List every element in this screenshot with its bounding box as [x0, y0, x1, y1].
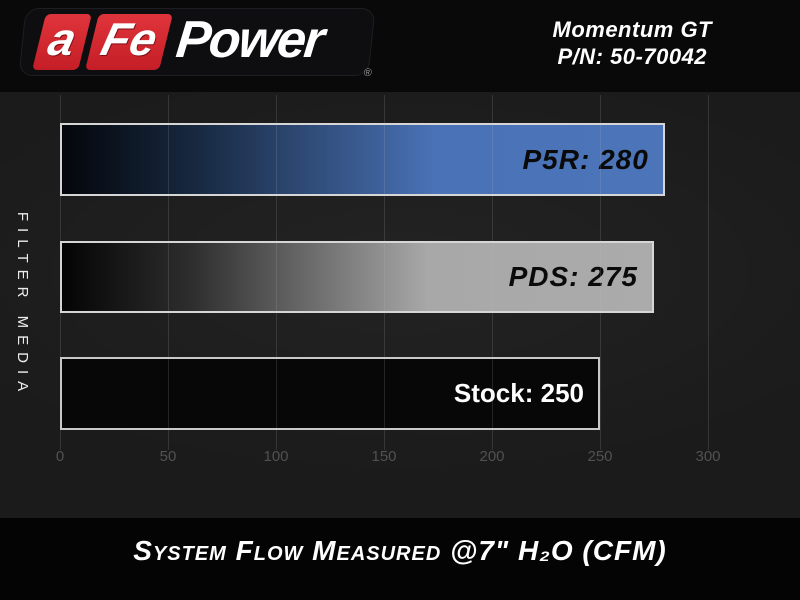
footer: System Flow Measured @7" H₂O (CFM) — [0, 518, 800, 600]
x-tick-label-200: 200 — [479, 448, 505, 465]
gridline-50 — [168, 95, 169, 450]
part-number: P/N: 50-70042 — [557, 44, 708, 69]
bar-stock-label: Stock: 250 — [453, 378, 584, 408]
gridline-0 — [60, 95, 61, 450]
x-tick-label-250: 250 — [587, 448, 613, 465]
bar-p5r-label: P5R: 280 — [522, 143, 649, 175]
bar-stock: Stock: 250 — [60, 357, 600, 430]
chart-caption: System Flow Measured @7" H₂O (CFM) — [133, 535, 667, 566]
gridline-250 — [600, 95, 601, 450]
gridline-100 — [276, 95, 277, 450]
logo-red-block-a: a — [32, 13, 92, 70]
bar-pds-label: PDS: 275 — [508, 261, 638, 292]
plot-area: P5R: 280 PDS: 275 Stock: 250 0 50 100 150 20… — [56, 92, 721, 518]
gridline-150 — [384, 95, 385, 450]
logo-power-text: Power — [173, 11, 326, 69]
registered-trademark-symbol: ® — [363, 67, 373, 79]
bar-pds: PDS: 275 — [60, 241, 654, 313]
chart-region: FILTER MEDIA P5R: 280 PDS: 275 Stock: 25… — [0, 92, 800, 518]
y-axis-label: FILTER MEDIA — [14, 211, 31, 399]
product-name: Momentum GT — [552, 17, 712, 42]
product-info: Momentum GT P/N: 50-70042 — [553, 16, 713, 70]
x-tick-label-50: 50 — [159, 448, 177, 465]
x-tick-label-150: 150 — [371, 448, 397, 465]
header: a Fe Power ® Momentum GT P/N: 50-70042 — [0, 0, 800, 92]
x-tick-label-100: 100 — [263, 448, 289, 465]
x-tick-label-300: 300 — [695, 448, 721, 465]
x-tick-label-0: 0 — [55, 448, 65, 465]
bar-p5r: P5R: 280 — [60, 123, 665, 196]
logo-red-block-fe: Fe — [84, 13, 173, 70]
afe-power-logo: a Fe Power ® — [18, 8, 376, 79]
gridline-300 — [708, 95, 709, 450]
gridline-200 — [492, 95, 493, 450]
